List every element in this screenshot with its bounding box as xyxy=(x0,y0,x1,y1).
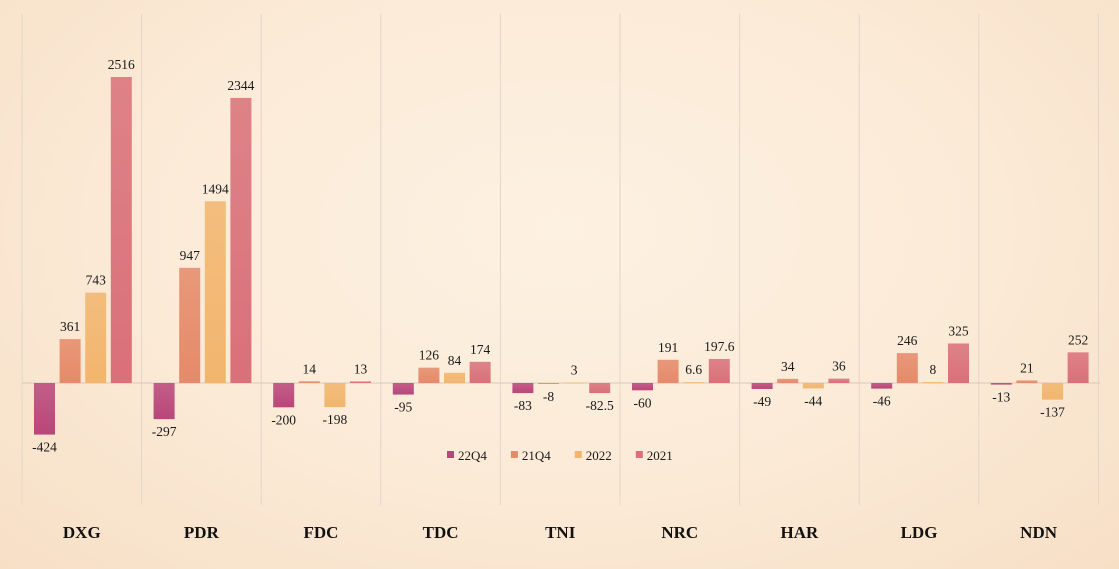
value-label-har-2021: 36 xyxy=(832,359,846,374)
value-label-dxg-21q4: 361 xyxy=(60,319,80,334)
bar-pdr-2021 xyxy=(230,97,252,384)
value-label-tdc-21q4: 126 xyxy=(419,348,440,363)
bar-ldg-2021 xyxy=(948,343,969,383)
bar-har-2021 xyxy=(828,378,850,383)
value-label-ldg-22q4: -46 xyxy=(873,394,891,409)
value-label-pdr-2022: 1494 xyxy=(202,181,229,196)
category-label-har: HAR xyxy=(781,523,820,542)
bar-tdc-2022 xyxy=(444,372,465,383)
category-label-ndn: NDN xyxy=(1020,523,1058,542)
value-label-ldg-2022: 8 xyxy=(930,362,937,377)
bar-nrc-2022 xyxy=(683,382,705,383)
bar-ldg-22q4 xyxy=(871,383,893,389)
bar-tni-22q4 xyxy=(512,383,534,394)
legend-swatch-2022 xyxy=(574,451,582,458)
bar-pdr-21q4 xyxy=(179,267,201,383)
bar-tdc-21q4 xyxy=(418,367,440,383)
value-label-ldg-21q4: 246 xyxy=(897,333,918,348)
value-label-tdc-2022: 84 xyxy=(448,353,462,368)
value-label-tni-21q4: -8 xyxy=(543,389,554,404)
legend: 22Q4 21Q4 2022 2021 xyxy=(447,448,673,463)
legend-label-2021: 2021 xyxy=(647,448,673,463)
category-label-tdc: TDC xyxy=(423,523,459,542)
bar-tdc-2021 xyxy=(469,361,491,383)
bar-fdc-22q4 xyxy=(273,383,295,408)
bar-pdr-22q4 xyxy=(153,383,175,420)
bar-ndn-2021 xyxy=(1067,352,1089,383)
value-label-tdc-2021: 174 xyxy=(470,342,491,357)
value-label-dxg-2022: 743 xyxy=(86,273,107,288)
value-label-ndn-22q4: -13 xyxy=(992,390,1010,405)
value-label-tni-2021: -82.5 xyxy=(586,398,614,413)
bar-ndn-2022 xyxy=(1042,383,1063,400)
value-label-fdc-2022: -198 xyxy=(323,412,348,427)
legend-swatch-21q4 xyxy=(510,451,518,458)
value-label-pdr-21q4: 947 xyxy=(180,248,201,263)
bar-tdc-22q4 xyxy=(392,383,414,395)
bar-nrc-2021 xyxy=(708,358,730,383)
legend-swatch-2021 xyxy=(635,451,643,458)
bar-fdc-2021 xyxy=(350,381,371,383)
value-label-har-21q4: 34 xyxy=(781,359,795,374)
value-label-ndn-2021: 252 xyxy=(1068,332,1088,347)
category-label-ldg: LDG xyxy=(901,523,938,542)
bar-dxg-2021 xyxy=(110,77,132,383)
value-label-tni-22q4: -83 xyxy=(514,398,532,413)
value-label-pdr-2021: 2344 xyxy=(227,78,254,93)
category-label-tni: TNI xyxy=(545,523,576,542)
value-label-tdc-22q4: -95 xyxy=(394,400,412,415)
bar-tni-2022 xyxy=(563,382,585,384)
value-label-nrc-2021: 197.6 xyxy=(704,339,735,354)
bar-dxg-22q4 xyxy=(34,383,55,435)
value-label-tni-2022: 3 xyxy=(571,363,578,378)
value-label-fdc-21q4: 14 xyxy=(303,361,317,376)
bars-group xyxy=(34,77,1089,435)
bar-ndn-22q4 xyxy=(990,383,1012,385)
value-label-har-2022: -44 xyxy=(804,393,822,408)
value-label-ndn-2022: -137 xyxy=(1040,405,1065,420)
value-labels-group: -4243617432516-29794714942344-20014-1981… xyxy=(32,57,1088,455)
value-label-har-22q4: -49 xyxy=(753,394,771,409)
bar-pdr-2022 xyxy=(204,201,226,383)
bar-dxg-21q4 xyxy=(59,339,81,383)
value-label-nrc-21q4: 191 xyxy=(658,340,678,355)
value-label-ldg-2021: 325 xyxy=(948,323,969,338)
bar-har-22q4 xyxy=(751,383,773,389)
bar-nrc-22q4 xyxy=(632,383,653,391)
value-label-dxg-2021: 2516 xyxy=(108,57,135,72)
value-label-dxg-22q4: -424 xyxy=(32,440,57,455)
category-separators xyxy=(21,14,1099,505)
bar-har-21q4 xyxy=(777,378,799,383)
bar-dxg-2022 xyxy=(85,292,107,383)
bar-fdc-21q4 xyxy=(298,381,320,383)
category-label-fdc: FDC xyxy=(304,523,339,542)
legend-swatch-22q4 xyxy=(447,451,454,458)
category-label-dxg: DXG xyxy=(63,523,101,542)
bar-ndn-21q4 xyxy=(1016,380,1038,383)
bar-tni-2021 xyxy=(589,383,611,394)
category-labels-group: DXG PDR FDC TDC TNI NRC HAR LDG NDN xyxy=(63,523,1058,542)
bar-fdc-2022 xyxy=(324,383,346,408)
legend-label-2022: 2022 xyxy=(586,448,612,463)
bar-nrc-21q4 xyxy=(657,359,679,383)
value-label-fdc-2021: 13 xyxy=(354,361,368,376)
bar-ldg-21q4 xyxy=(896,353,918,383)
bar-tni-21q4 xyxy=(538,383,559,384)
value-label-fdc-22q4: -200 xyxy=(271,412,296,427)
category-label-nrc: NRC xyxy=(661,523,698,542)
legend-label-22q4: 22Q4 xyxy=(458,448,487,463)
value-label-nrc-22q4: -60 xyxy=(634,395,652,410)
value-label-nrc-2022: 6.6 xyxy=(685,362,702,377)
bar-har-2022 xyxy=(802,383,824,389)
bar-ldg-2022 xyxy=(922,382,944,383)
value-label-pdr-22q4: -297 xyxy=(152,424,177,439)
value-label-ndn-21q4: 21 xyxy=(1020,360,1034,375)
legend-label-21q4: 21Q4 xyxy=(522,448,551,463)
category-label-pdr: PDR xyxy=(184,523,220,542)
